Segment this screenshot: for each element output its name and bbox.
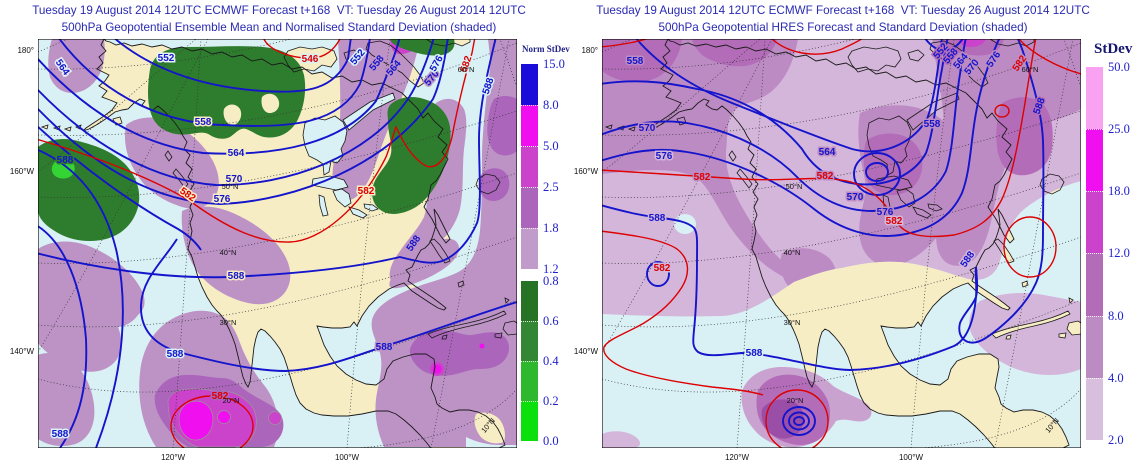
svg-text:582: 582 (886, 216, 903, 227)
svg-text:576: 576 (214, 194, 231, 205)
svg-text:570: 570 (847, 192, 864, 203)
svg-text:50°N: 50°N (786, 182, 803, 191)
svg-text:582: 582 (654, 263, 671, 274)
svg-text:576: 576 (877, 207, 894, 218)
svg-text:60°N: 60°N (1022, 65, 1039, 74)
svg-text:50°N: 50°N (222, 182, 239, 191)
svg-text:564: 564 (819, 147, 836, 158)
svg-text:558: 558 (195, 117, 212, 128)
svg-text:30°N: 30°N (784, 318, 801, 327)
svg-text:588: 588 (52, 429, 69, 440)
svg-text:582: 582 (817, 171, 834, 182)
svg-text:546: 546 (302, 54, 319, 65)
svg-text:588: 588 (167, 349, 184, 360)
svg-text:588: 588 (57, 155, 74, 166)
svg-text:564: 564 (228, 148, 245, 159)
svg-text:582: 582 (358, 186, 375, 197)
svg-text:576: 576 (656, 151, 673, 162)
svg-text:20°N: 20°N (223, 396, 240, 405)
svg-text:60°N: 60°N (458, 65, 475, 74)
svg-text:588: 588 (746, 348, 763, 359)
svg-text:552: 552 (158, 53, 175, 64)
svg-text:582: 582 (212, 391, 229, 402)
svg-text:558: 558 (924, 119, 941, 130)
svg-text:582: 582 (694, 172, 711, 183)
svg-text:588: 588 (376, 342, 393, 353)
svg-text:558: 558 (627, 56, 644, 67)
svg-text:20°N: 20°N (787, 396, 804, 405)
svg-text:30°N: 30°N (220, 318, 237, 327)
svg-text:588: 588 (228, 271, 245, 282)
svg-text:570: 570 (226, 174, 243, 185)
svg-text:570: 570 (639, 123, 656, 134)
svg-text:40°N: 40°N (220, 248, 237, 257)
svg-text:40°N: 40°N (784, 248, 801, 257)
svg-text:588: 588 (649, 213, 666, 224)
